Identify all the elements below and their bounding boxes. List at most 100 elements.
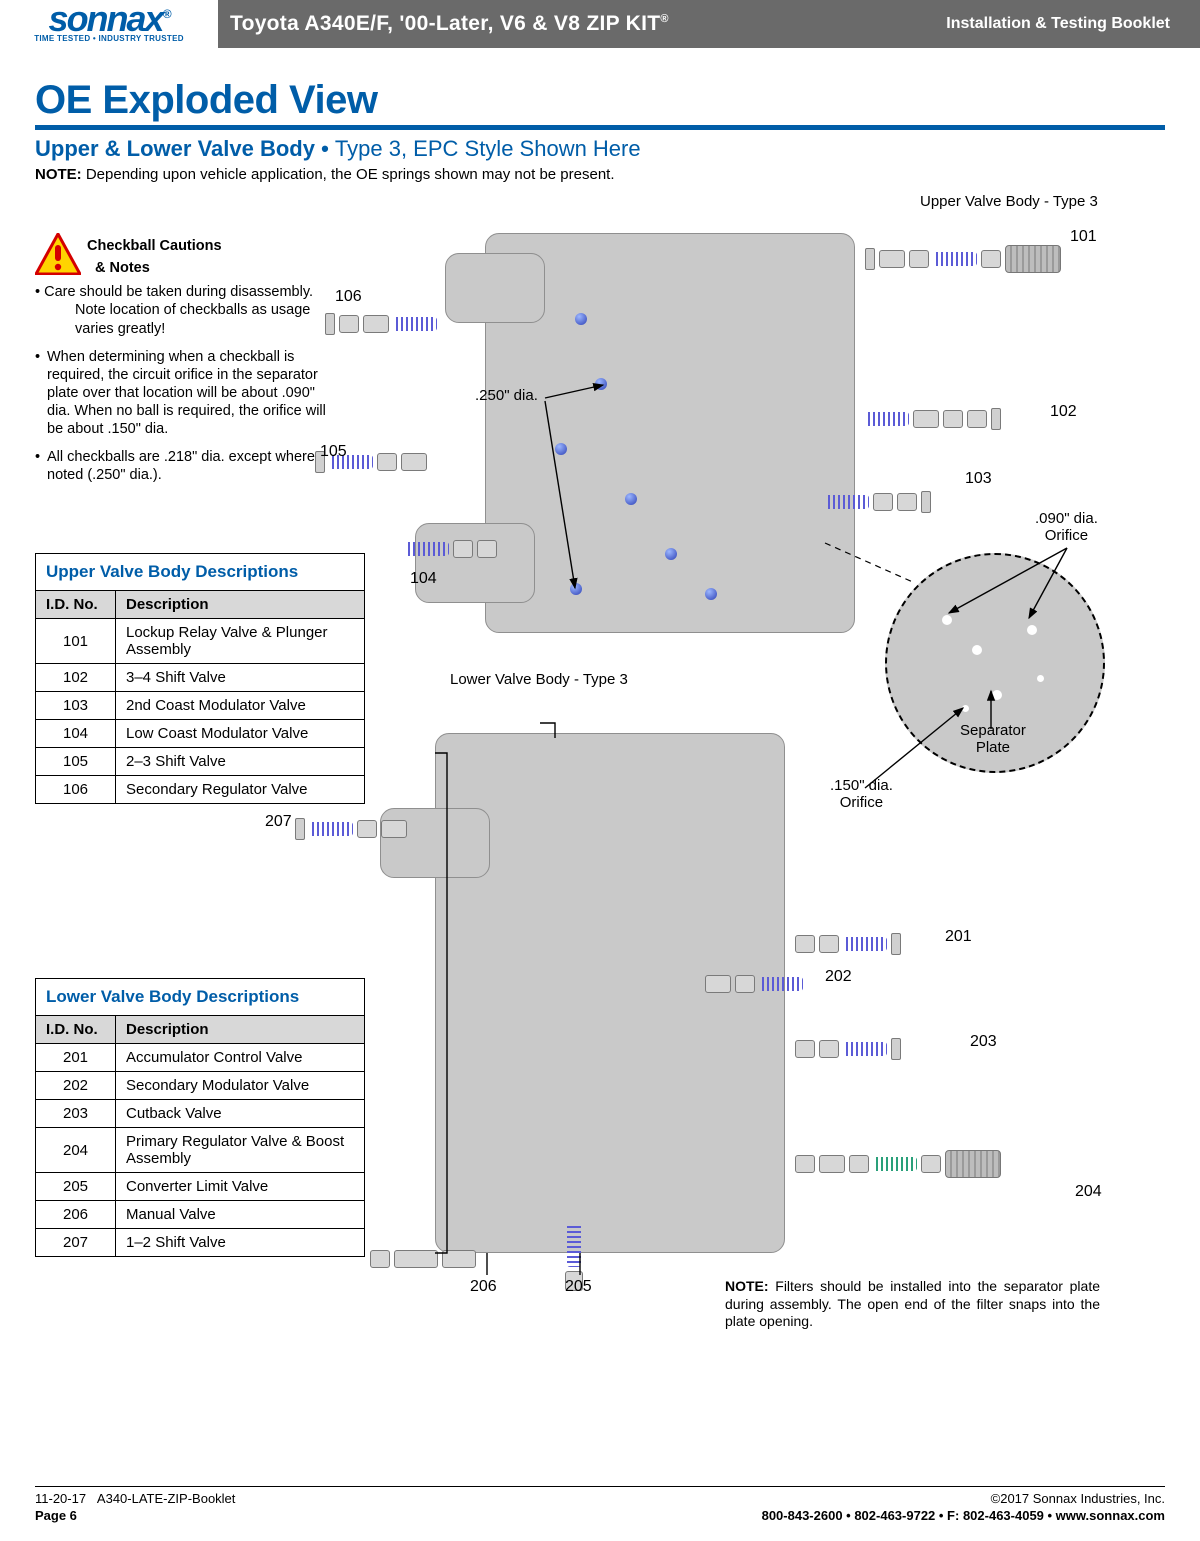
caution-title-l1: Checkball Cautions: [87, 237, 222, 255]
cell-desc: Lockup Relay Valve & Plunger Assembly: [116, 619, 365, 664]
page-body: OE Exploded View Upper & Lower Valve Bod…: [0, 48, 1200, 1541]
filter-note: NOTE: Filters should be installed into t…: [725, 1278, 1100, 1331]
cell-desc: 2nd Coast Modulator Valve: [116, 692, 365, 720]
valve-202: [705, 973, 803, 995]
cell-id: 106: [36, 776, 116, 804]
caution-block: Checkball Cautions & Notes • Care should…: [35, 233, 335, 495]
filter-note-prefix: NOTE:: [725, 1278, 769, 1294]
footer-contact: 800-843-2600 • 802-463-9722 • F: 802-463…: [762, 1508, 1165, 1523]
table-row: 203Cutback Valve: [36, 1100, 365, 1128]
checkball: [575, 313, 587, 325]
orifice-150: .150" dia. Orifice: [830, 778, 893, 811]
cell-id: 101: [36, 619, 116, 664]
diagram-area: Upper Valve Body - Type 3: [355, 193, 1165, 1343]
cell-desc: Low Coast Modulator Valve: [116, 720, 365, 748]
footer-date-doc: 11-20-17 A340-LATE-ZIP-Booklet: [35, 1491, 235, 1506]
caution-title-l2: & Notes: [95, 259, 222, 277]
upper-th-id: I.D. No.: [36, 591, 116, 619]
valve-106: [325, 313, 437, 335]
dia-250: .250" dia.: [475, 388, 538, 405]
note-text: Depending upon vehicle application, the …: [82, 166, 615, 183]
valve-101: [865, 248, 1061, 270]
registered-icon: ®: [163, 7, 170, 21]
header-bar: sonnax® TIME TESTED • INDUSTRY TRUSTED T…: [0, 0, 1200, 48]
cell-desc: Converter Limit Valve: [116, 1173, 365, 1201]
table-row: 104Low Coast Modulator Valve: [36, 720, 365, 748]
filter-note-text: Filters should be installed into the sep…: [725, 1278, 1100, 1329]
footer-copyright: ©2017 Sonnax Industries, Inc.: [991, 1491, 1165, 1506]
valve-203: [795, 1038, 901, 1060]
callout-106: 106: [335, 288, 362, 306]
valve-204: [795, 1153, 1001, 1175]
note-line: NOTE: Depending upon vehicle application…: [35, 166, 1165, 183]
valve-103: [825, 491, 931, 513]
callout-104: 104: [410, 570, 437, 588]
callout-206: 206: [470, 1278, 497, 1296]
cell-desc: 3–4 Shift Valve: [116, 664, 365, 692]
callout-205: 205: [565, 1278, 592, 1296]
cell-desc: 2–3 Shift Valve: [116, 748, 365, 776]
callout-103: 103: [965, 470, 992, 488]
header-title-a: Toyota A340E/F,: [230, 12, 399, 35]
orifice-090-l2: Orifice: [1045, 527, 1088, 544]
table-row: 1023–4 Shift Valve: [36, 664, 365, 692]
cell-desc: Primary Regulator Valve & Boost Assembly: [116, 1128, 365, 1173]
valve-201: [795, 933, 901, 955]
cell-desc: Cutback Valve: [116, 1100, 365, 1128]
warning-icon: [35, 233, 81, 275]
checkball: [595, 378, 607, 390]
orifice-150-l1: .150" dia.: [830, 777, 893, 794]
checkball: [625, 493, 637, 505]
checkball: [705, 588, 717, 600]
table-row: 1052–3 Shift Valve: [36, 748, 365, 776]
lower-vb-label: Lower Valve Body - Type 3: [450, 671, 628, 688]
cell-desc: Secondary Regulator Valve: [116, 776, 365, 804]
table-row: 1032nd Coast Modulator Valve: [36, 692, 365, 720]
caution-header: Checkball Cautions & Notes: [35, 233, 335, 277]
table-row: 206Manual Valve: [36, 1201, 365, 1229]
cell-id: 205: [36, 1173, 116, 1201]
header-title: Toyota A340E/F, '00-Later, V6 & V8 ZIP K…: [218, 12, 946, 36]
upper-vb-label: Upper Valve Body - Type 3: [920, 193, 1098, 210]
cell-id: 206: [36, 1201, 116, 1229]
logo-wordmark: sonnax®: [49, 5, 170, 34]
cell-desc: 1–2 Shift Valve: [116, 1229, 365, 1257]
orifice-090-l1: .090" dia.: [1035, 510, 1098, 527]
callout-201: 201: [945, 928, 972, 946]
page-title: OE Exploded View: [35, 78, 1165, 123]
cell-id: 201: [36, 1044, 116, 1072]
cell-id: 207: [36, 1229, 116, 1257]
table-row: 205Converter Limit Valve: [36, 1173, 365, 1201]
footer-date: 11-20-17: [35, 1491, 86, 1506]
table-row: 201Accumulator Control Valve: [36, 1044, 365, 1072]
table-row: 202Secondary Modulator Valve: [36, 1072, 365, 1100]
subtitle-sep: •: [315, 136, 335, 161]
caution-intro: • Care should be taken during disassembl…: [75, 283, 335, 337]
header-title-c: ZIP KIT: [586, 12, 660, 35]
title-rule: [35, 125, 1165, 130]
cell-desc: Secondary Modulator Valve: [116, 1072, 365, 1100]
caution-bullet-1: When determining when a checkball is req…: [35, 348, 335, 439]
upper-vb-lobe: [415, 523, 535, 603]
logo-tagline: TIME TESTED • INDUSTRY TRUSTED: [34, 34, 184, 43]
valve-102: [865, 408, 1001, 430]
cell-id: 202: [36, 1072, 116, 1100]
content-area: Checkball Cautions & Notes • Care should…: [35, 183, 1165, 1453]
footer: 11-20-17 A340-LATE-ZIP-Booklet ©2017 Son…: [35, 1486, 1165, 1523]
table-row: 106Secondary Regulator Valve: [36, 776, 365, 804]
orifice-150-l2: Orifice: [840, 794, 883, 811]
subtitle-b: Type 3, EPC Style Shown Here: [335, 136, 641, 161]
table-row: 2071–2 Shift Valve: [36, 1229, 365, 1257]
upper-th-desc: Description: [116, 591, 365, 619]
valve-207: [295, 818, 407, 840]
valve-206: [370, 1248, 476, 1270]
callout-102: 102: [1050, 403, 1077, 421]
cell-id: 103: [36, 692, 116, 720]
checkball: [665, 548, 677, 560]
footer-page: Page 6: [35, 1508, 77, 1523]
sep-l2: Plate: [976, 739, 1010, 756]
cell-id: 105: [36, 748, 116, 776]
callout-105: 105: [320, 443, 347, 461]
lower-th-id: I.D. No.: [36, 1016, 116, 1044]
checkball: [570, 583, 582, 595]
